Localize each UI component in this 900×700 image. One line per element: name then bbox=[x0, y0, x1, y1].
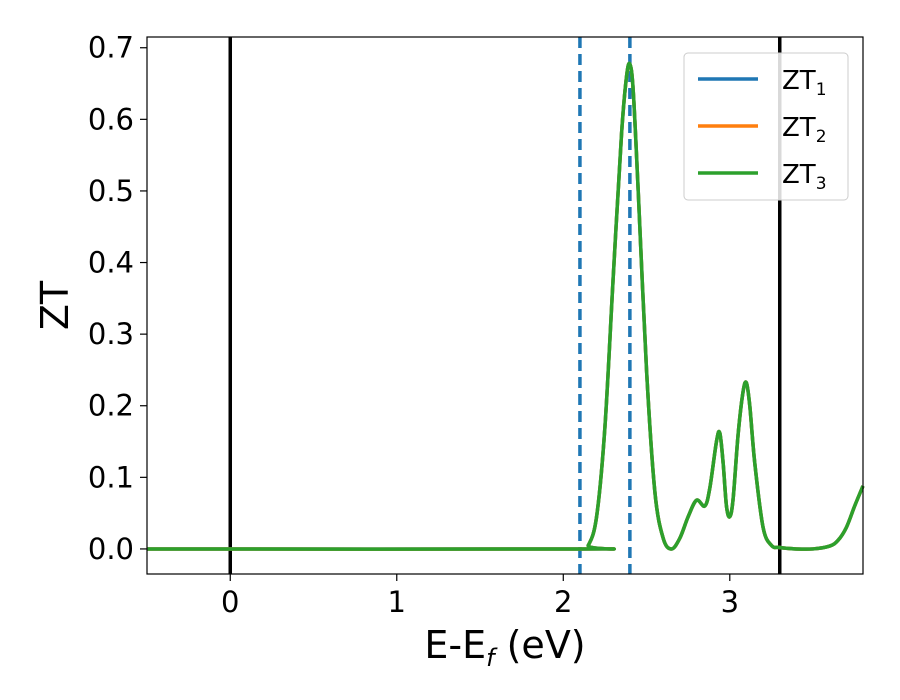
y-tick-label: 0.7 bbox=[88, 31, 134, 65]
plot-frame bbox=[146, 36, 864, 575]
y-tick-label: 0.3 bbox=[88, 317, 134, 351]
x-axis-label-main: E-E bbox=[424, 623, 486, 667]
axis-ticks: 0 1 2 3 0.0 0.1 0.2 0.3 0.4 0.5 0.6 0.7 bbox=[88, 31, 739, 619]
x-tick-label: 0 bbox=[221, 585, 239, 619]
x-axis-label-unit: (eV) bbox=[495, 623, 586, 667]
x-tick-label: 3 bbox=[721, 585, 739, 619]
x-axis-label: E-Ef (eV) bbox=[424, 623, 585, 672]
y-axis-label: ZT bbox=[33, 280, 77, 330]
legend-label-1: ZT1 bbox=[782, 66, 827, 100]
legend-box bbox=[683, 52, 849, 201]
legend-label-2: ZT2 bbox=[782, 113, 827, 147]
y-tick-label: 0.2 bbox=[88, 389, 134, 423]
y-tick-label: 0.6 bbox=[88, 102, 134, 136]
series-layer bbox=[146, 61, 865, 551]
legend-label-subscript: 3 bbox=[816, 174, 827, 194]
legend-label-text: ZT bbox=[782, 66, 816, 96]
legend-label-3: ZT3 bbox=[782, 160, 827, 194]
legend-label-subscript: 1 bbox=[816, 80, 827, 100]
legend-label-subscript: 2 bbox=[816, 127, 827, 147]
y-tick-label: 0.0 bbox=[88, 532, 134, 566]
legend-label-text: ZT bbox=[782, 113, 816, 143]
x-tick-label: 1 bbox=[388, 585, 406, 619]
x-tick-label: 2 bbox=[554, 585, 572, 619]
y-tick-label: 0.5 bbox=[88, 174, 134, 208]
legend-label-text: ZT bbox=[782, 160, 816, 190]
y-tick-label: 0.4 bbox=[88, 246, 134, 280]
series-line-3 bbox=[146, 61, 865, 551]
y-tick-label: 0.1 bbox=[88, 460, 134, 494]
